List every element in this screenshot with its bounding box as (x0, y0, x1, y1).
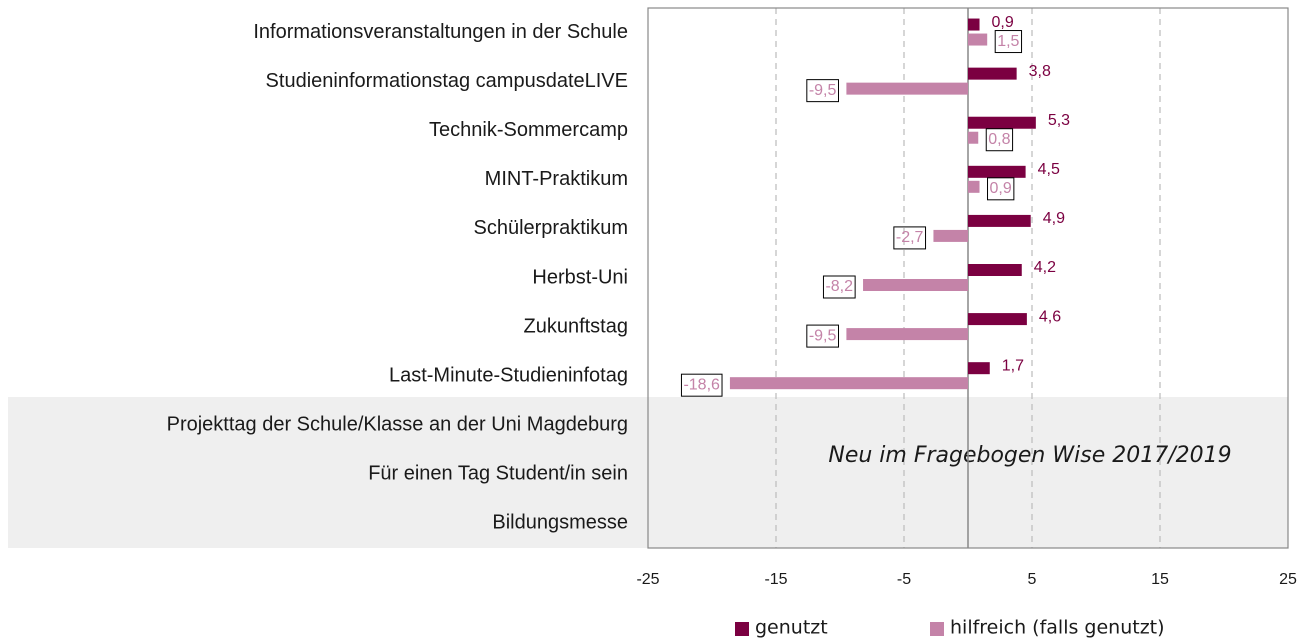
bar (933, 229, 968, 242)
bar (968, 67, 1017, 80)
value-label: 0,8 (988, 131, 1010, 148)
bar (968, 180, 980, 193)
category-label: Zukunftstag (523, 315, 628, 337)
legend-label: genutzt (755, 617, 828, 639)
value-label-box (680, 373, 723, 397)
value-label: -2,7 (896, 229, 924, 246)
value-label: 1,7 (1002, 357, 1024, 374)
value-label-box (806, 79, 839, 103)
value-label: 1,5 (997, 33, 1019, 50)
value-label-box (893, 226, 927, 250)
grid (775, 8, 1161, 548)
legend-label: hilfreich (falls genutzt) (950, 617, 1165, 639)
value-label: 0,9 (990, 180, 1012, 197)
bar (968, 18, 980, 31)
x-tick-label: 25 (1279, 571, 1297, 588)
bar (846, 328, 968, 341)
category-label: Technik-Sommercamp (429, 119, 628, 141)
value-label: -9,5 (809, 82, 837, 99)
value-label: 5,3 (1048, 112, 1070, 129)
category-label: Für einen Tag Student/in sein (368, 463, 628, 485)
legend-swatch (735, 622, 749, 636)
value-label: -18,6 (683, 376, 720, 393)
x-tick-label: -15 (764, 571, 787, 588)
bar (968, 116, 1036, 129)
legend-swatch (930, 622, 944, 636)
value-label: -9,5 (809, 327, 837, 344)
annotation: Neu im Fragebogen Wise 2017/2019 (828, 443, 1231, 468)
bar (846, 82, 968, 95)
value-label-box (994, 30, 1023, 54)
bar (968, 362, 990, 375)
value-label-box (985, 128, 1014, 152)
value-label: 4,2 (1034, 259, 1056, 276)
bar (968, 313, 1027, 326)
category-label: Studieninformationstag campusdateLIVE (266, 70, 628, 92)
category-label: Last-Minute-Studieninfotag (389, 364, 628, 386)
value-label: 0,9 (992, 14, 1014, 31)
value-label: -8,2 (825, 278, 853, 295)
bar (968, 264, 1022, 276)
value-label: 3,8 (1029, 63, 1051, 80)
bar (968, 33, 988, 46)
category-label: Schülerpraktikum (473, 217, 628, 239)
value-label-box (822, 275, 856, 299)
category-label: Herbst-Uni (532, 266, 628, 288)
category-label: MINT-Praktikum (485, 168, 628, 190)
x-tick-label: -25 (636, 571, 659, 588)
bar (968, 131, 979, 144)
bar (863, 279, 968, 291)
bar (968, 214, 1031, 227)
x-tick-label: -5 (897, 571, 911, 588)
bar (968, 165, 1026, 178)
value-label-box (806, 324, 839, 348)
bar (729, 377, 968, 390)
x-tick-label: 5 (1028, 571, 1037, 588)
category-label: Bildungsmesse (492, 512, 628, 534)
value-label: 4,5 (1038, 161, 1060, 178)
category-label: Informationsveranstaltungen in der Schul… (253, 21, 628, 43)
value-label: 4,6 (1039, 308, 1061, 325)
value-label-box (987, 177, 1015, 201)
x-tick-label: 15 (1151, 571, 1169, 588)
category-label: Projekttag der Schule/Klasse an der Uni … (167, 414, 628, 436)
value-label: 4,9 (1043, 210, 1065, 227)
